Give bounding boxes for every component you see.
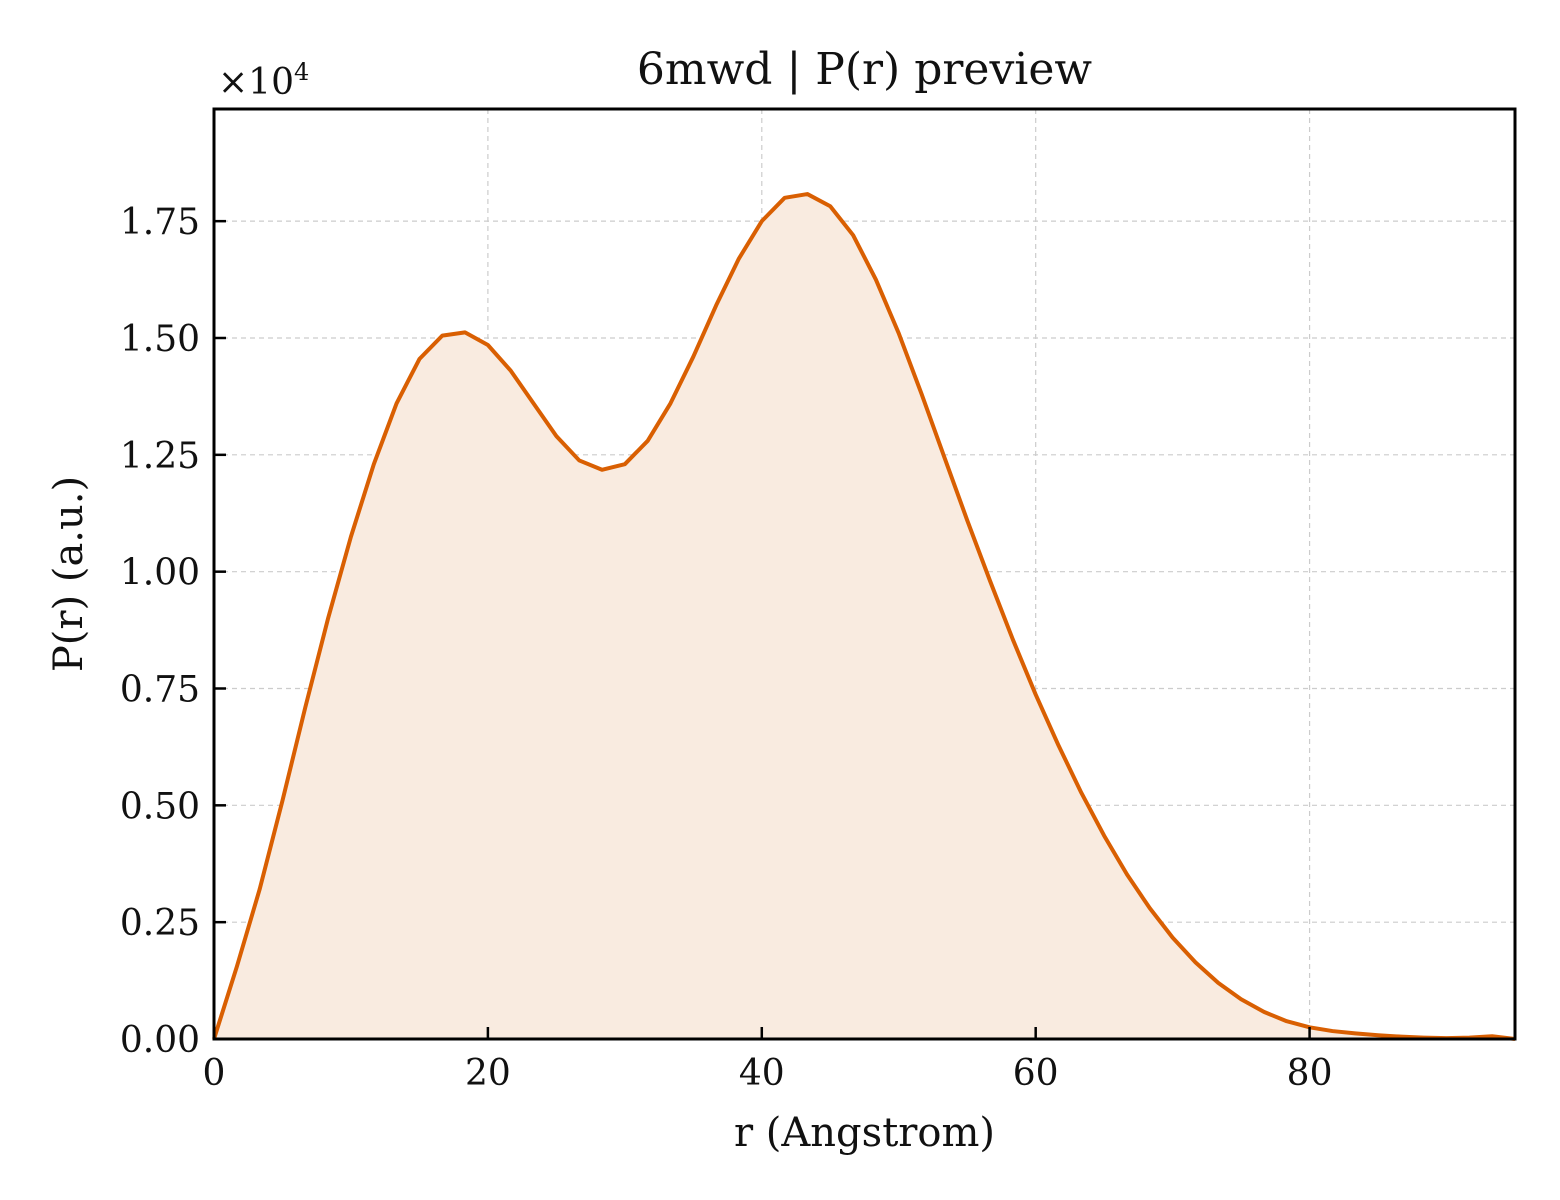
- y-tick-label: 0.75: [120, 669, 200, 710]
- y-multiplier-base: ×10: [218, 62, 294, 103]
- x-axis-label: r (Angstrom): [734, 1110, 995, 1156]
- ticks: 0 20 40 60 80 0.00 0.25 0.50 0.75 1.00 1.25 1.50 1.7…: [120, 202, 1333, 1094]
- x-tick-label: 0: [203, 1053, 226, 1094]
- plot-frame: [212, 107, 1517, 1041]
- y-tick-label: 1.75: [120, 202, 200, 243]
- x-tick-label: 80: [1287, 1053, 1333, 1094]
- y-axis-multiplier: ×104: [218, 58, 309, 103]
- pr-series-line: [212, 192, 1516, 1041]
- y-axis-label: P(r) (a.u.): [46, 476, 92, 672]
- pr-area-fill: [214, 194, 1515, 1039]
- y-tick-label: 1.25: [120, 436, 200, 477]
- y-tick-label: 1.00: [120, 553, 200, 594]
- y-tick-label: 0.25: [120, 903, 200, 944]
- y-tick-label: 0.50: [120, 786, 200, 827]
- y-tick-label: 0.00: [120, 1020, 200, 1061]
- x-tick-label: 40: [739, 1053, 785, 1094]
- y-multiplier-exponent: 4: [294, 58, 309, 86]
- x-tick-label: 20: [465, 1053, 511, 1094]
- chart-title: 6mwd | P(r) preview: [637, 44, 1093, 95]
- x-tick-label: 60: [1013, 1053, 1059, 1094]
- y-tick-label: 1.50: [120, 319, 200, 360]
